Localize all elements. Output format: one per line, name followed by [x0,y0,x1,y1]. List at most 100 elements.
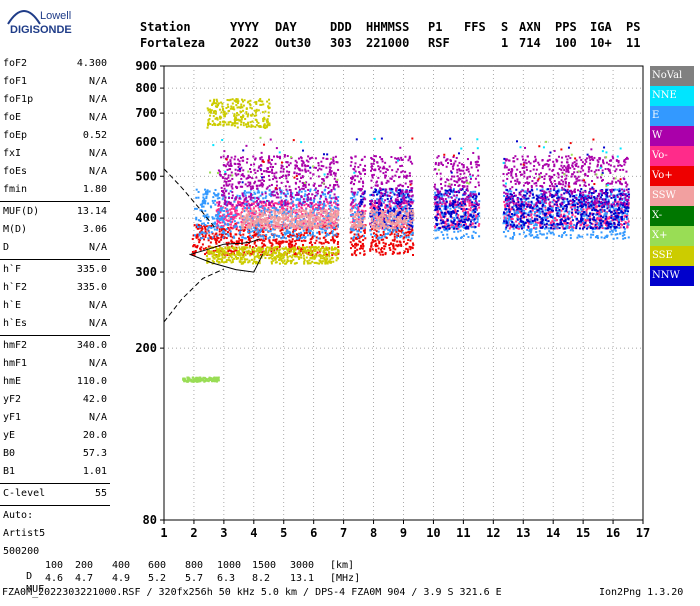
echo-point [282,262,284,264]
echo-point [254,229,256,231]
echo-point [217,221,219,223]
echo-point [310,241,312,243]
echo-point [325,230,327,232]
header-value-1: 2022 [230,36,259,50]
echo-point [409,232,411,234]
echo-point [439,227,441,229]
echo-point [546,224,548,226]
echo-point [403,208,405,210]
echo-point [601,231,603,233]
echo-point [523,197,525,199]
echo-point [204,202,206,204]
echo-point [320,257,322,259]
echo-point [251,218,253,220]
echo-point [520,212,522,214]
echo-point [622,191,624,193]
echo-point [312,246,314,248]
echo-point [534,211,536,213]
echo-point [598,204,600,206]
echo-point [599,227,601,229]
echo-point [328,251,330,253]
echo-point [263,251,265,253]
echo-point [381,251,383,253]
echo-point [613,203,615,205]
echo-point [550,216,552,218]
echo-point [540,218,542,220]
echo-point [268,223,270,225]
echo-point [226,248,228,250]
echo-point [465,219,467,221]
echo-point [298,256,300,258]
echo-point [302,244,304,246]
echo-point [391,231,393,233]
echo-point [309,206,311,208]
echo-point [265,219,267,221]
echo-point [262,231,264,233]
echo-point [548,227,550,229]
echo-point [300,254,302,256]
echo-point [565,208,567,210]
echo-point [371,244,373,246]
echo-point [306,200,308,202]
echo-point [255,210,257,212]
echo-point [445,227,447,229]
echo-point [599,213,601,215]
echo-point [393,220,395,222]
echo-point [232,251,234,253]
echo-point [225,219,227,221]
echo-point [382,188,384,190]
echo-point [471,206,473,208]
echo-point [358,230,360,232]
echo-point [375,234,377,236]
echo-point [332,252,334,254]
echo-point [227,227,229,229]
echo-point [273,251,275,253]
echo-point [598,219,600,221]
echo-point [512,236,514,238]
echo-point [272,244,274,246]
echo-point [612,217,614,219]
echo-point [330,201,332,203]
echo-point [353,205,355,207]
echo-point [296,217,298,219]
echo-point [244,261,246,263]
echo-point [403,252,405,254]
echo-point [569,226,571,228]
echo-point [443,226,445,228]
echo-point [600,211,602,213]
echo-point [473,216,475,218]
echo-point [297,239,299,241]
echo-point [552,215,554,217]
echo-point [517,201,519,203]
echo-point [364,237,366,239]
echo-point [504,220,506,222]
echo-point [563,221,565,223]
echo-point [355,203,357,205]
header-label-3: DDD [330,20,352,34]
echo-point [197,228,199,230]
echo-point [211,247,213,249]
echo-point [283,224,285,226]
echo-point [599,209,601,211]
echo-point [282,224,284,226]
echo-point [628,224,630,226]
echo-point [586,217,588,219]
echo-point [511,217,513,219]
echo-point [619,208,621,210]
echo-point [564,218,566,220]
echo-point [570,206,572,208]
echo-point [219,252,221,254]
echo-point [363,254,365,256]
echo-point [394,233,396,235]
echo-point [354,233,356,235]
echo-point [410,234,412,236]
echo-point [247,207,249,209]
echo-point [573,200,575,202]
echo-point [298,201,300,203]
echo-point [578,199,580,201]
echo-point [290,244,292,246]
echo-point [231,246,233,248]
echo-point [353,229,355,231]
echo-point [298,217,300,219]
echo-point [594,228,596,230]
